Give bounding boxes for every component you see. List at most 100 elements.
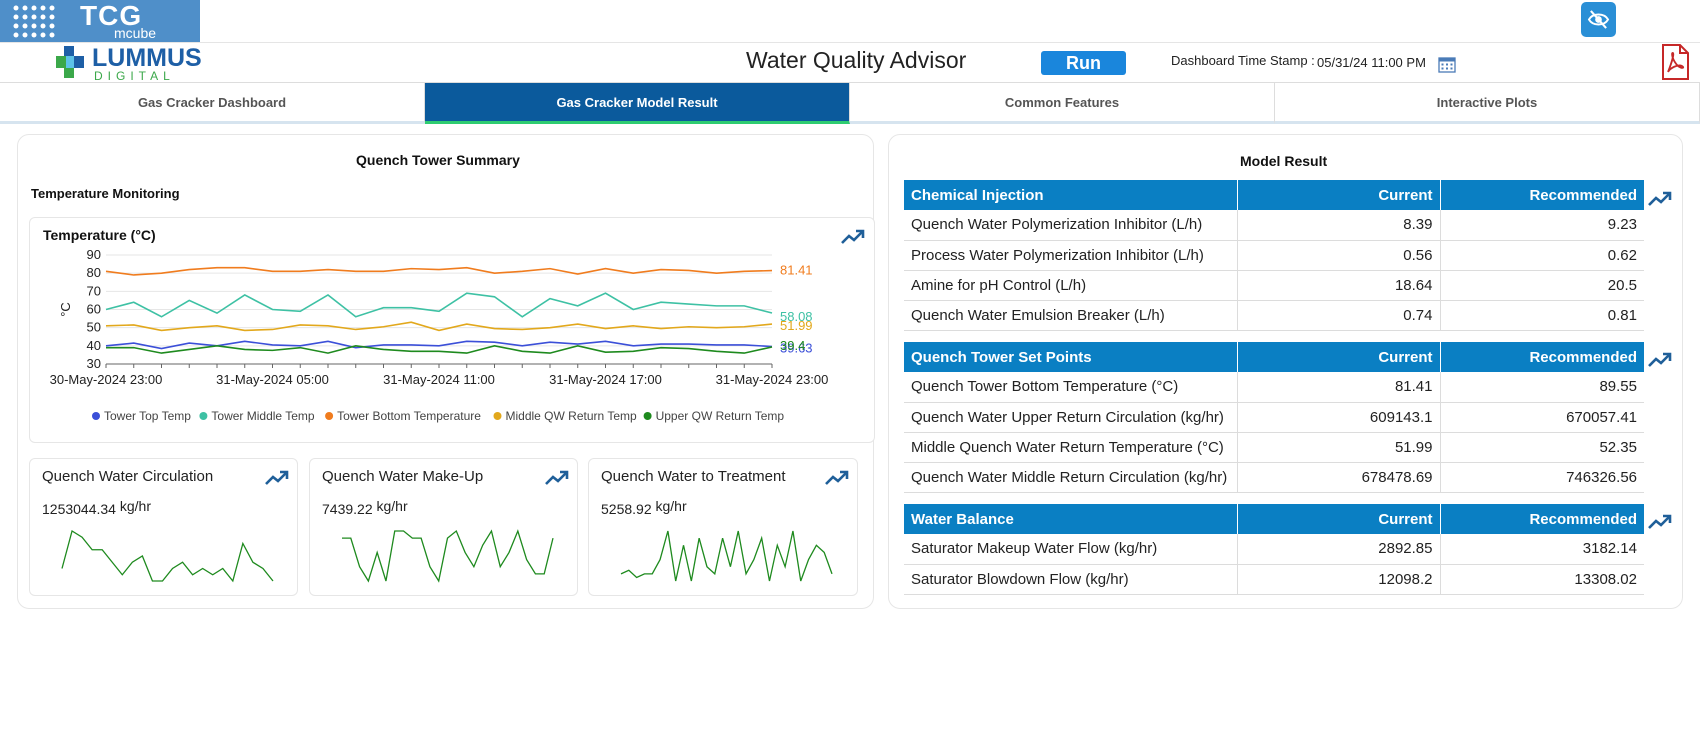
mini-value-number: 5258.92 — [601, 501, 652, 517]
table-cell: Amine for pH Control (L/h) — [904, 270, 1238, 301]
mini-card-value: 5258.92 kg/hr — [601, 498, 687, 517]
tcg-logo: TCG mcube — [0, 0, 200, 42]
table-header-cell: Quench Tower Set Points — [904, 342, 1238, 372]
run-button[interactable]: Run — [1041, 51, 1126, 75]
y-tick-label: 80 — [87, 265, 101, 280]
legend-marker — [493, 412, 502, 420]
trend-icon[interactable] — [1647, 350, 1673, 370]
temperature-chart: 90 80 70 60 50 40 30 °C 30-May-2024 23:00 31-May-… — [50, 247, 829, 423]
pdf-icon[interactable] — [1660, 44, 1690, 80]
table-cell: 2892.85 — [1237, 534, 1441, 565]
table-cell: 9.23 — [1440, 210, 1644, 241]
header-divider — [0, 42, 1700, 43]
tab-common-features[interactable]: Common Features — [850, 83, 1275, 124]
quench-tower-set-points-table: Quench Tower Set Points Current Recommen… — [904, 342, 1644, 493]
table-row: Amine for pH Control (L/h) 18.64 20.5 — [904, 270, 1644, 301]
series-line — [105, 321, 773, 332]
x-tick-label: 31-May-2024 05:00 — [216, 372, 329, 387]
table-row: Quench Water Upper Return Circulation (k… — [904, 402, 1644, 433]
legend-marker — [325, 412, 334, 420]
table-row: Quench Tower Bottom Temperature (°C) 81.4… — [904, 372, 1644, 403]
sparkline-line — [620, 530, 833, 582]
legend-marker — [643, 412, 652, 420]
x-tick-label: 30-May-2024 23:00 — [50, 372, 163, 387]
lummus-brand-text: LUMMUS — [92, 44, 202, 72]
x-tick-label: 31-May-2024 23:00 — [716, 372, 829, 387]
mini-value-number: 7439.22 — [322, 501, 373, 517]
page-title: Water Quality Advisor — [746, 47, 967, 73]
table-cell: 609143.1 — [1237, 402, 1441, 433]
table-header-cell: Current — [1237, 180, 1441, 210]
timestamp-label: Dashboard Time Stamp : — [1171, 53, 1315, 68]
y-tick-label: 60 — [87, 302, 101, 317]
tcg-dots-icon — [13, 5, 55, 38]
chemical-injection-table: Chemical Injection Current Recommended Q… — [904, 180, 1644, 331]
table-row: Saturator Makeup Water Flow (kg/hr) 2892.… — [904, 534, 1644, 565]
mini-card-value: 1253044.34 kg/hr — [42, 498, 151, 517]
table-cell: 52.35 — [1440, 432, 1644, 463]
table-cell: Saturator Makeup Water Flow (kg/hr) — [904, 534, 1238, 565]
y-tick-label: 40 — [87, 338, 101, 353]
table-header-row: Quench Tower Set Points Current Recommen… — [904, 342, 1644, 372]
table-cell: 20.5 — [1440, 270, 1644, 301]
water-balance-table: Water Balance Current Recommended Satura… — [904, 504, 1644, 595]
legend-marker — [199, 412, 208, 420]
temperature-chart-title: Temperature (°C) — [43, 227, 156, 243]
temperature-monitoring-title: Temperature Monitoring — [31, 186, 180, 201]
end-value-label: 39.63 — [780, 341, 813, 356]
table-cell: 0.74 — [1237, 300, 1441, 331]
trend-icon[interactable] — [544, 468, 570, 488]
mini-card-title: Quench Water Circulation — [42, 468, 214, 485]
tab-gas-cracker-dashboard[interactable]: Gas Cracker Dashboard — [0, 83, 425, 124]
hide-toggle-button[interactable] — [1581, 2, 1616, 37]
mini-card-title: Quench Water to Treatment — [601, 468, 786, 485]
table-cell: Middle Quench Water Return Temperature (… — [904, 432, 1238, 463]
end-value-label: 51.99 — [780, 318, 813, 333]
table-cell: 89.55 — [1440, 372, 1644, 403]
end-value-label: 39.4 — [780, 338, 805, 353]
table-header-cell: Chemical Injection — [904, 180, 1238, 210]
main-tabs: Gas Cracker Dashboard Gas Cracker Model … — [0, 82, 1700, 124]
table-cell: 746326.56 — [1440, 462, 1644, 493]
lummus-mark-icon — [56, 46, 84, 78]
quench-water-to-treatment-card: Quench Water to Treatment 5258.92 kg/hr — [588, 458, 858, 596]
trend-icon[interactable] — [1647, 512, 1673, 532]
lummus-brand-sub: DIGITAL — [94, 69, 175, 83]
legend-label: Tower Middle Temp — [211, 409, 314, 423]
mini-value-unit: kg/hr — [655, 498, 687, 514]
table-cell: 670057.41 — [1440, 402, 1644, 433]
table-cell: 8.39 — [1237, 210, 1441, 241]
series-line — [106, 345, 773, 354]
quench-tower-summary-panel: Quench Tower Summary Temperature Monitor… — [17, 134, 875, 609]
y-tick-label: 30 — [87, 356, 101, 371]
sparkline-line — [342, 529, 554, 583]
x-tick-label: 31-May-2024 17:00 — [549, 372, 662, 387]
end-value-label: 81.41 — [780, 263, 813, 278]
sparkline-chart — [342, 529, 554, 583]
legend-label: Upper QW Return Temp — [656, 409, 785, 423]
table-row: Middle Quench Water Return Temperature (… — [904, 432, 1644, 463]
trend-icon[interactable] — [840, 227, 866, 247]
table-header-row: Water Balance Current Recommended — [904, 504, 1644, 534]
trend-icon[interactable] — [264, 468, 290, 488]
model-result-title: Model Result — [1240, 153, 1328, 169]
x-tick-label: 31-May-2024 11:00 — [383, 372, 495, 387]
mini-card-value: 7439.22 kg/hr — [322, 498, 408, 517]
table-cell: 0.56 — [1237, 240, 1441, 271]
trend-icon[interactable] — [824, 468, 850, 488]
table-cell: 12098.2 — [1237, 564, 1441, 595]
tab-interactive-plots[interactable]: Interactive Plots — [1275, 83, 1700, 124]
legend-label: Middle QW Return Temp — [506, 409, 637, 423]
trend-icon[interactable] — [1647, 189, 1673, 209]
tab-gas-cracker-model-result[interactable]: Gas Cracker Model Result — [425, 83, 850, 124]
table-header-cell: Recommended — [1440, 180, 1644, 210]
calendar-icon[interactable] — [1438, 55, 1456, 73]
y-tick-label: 70 — [87, 283, 101, 298]
table-cell: Quench Water Upper Return Circulation (k… — [904, 402, 1238, 433]
table-row: Quench Water Polymerization Inhibitor (L… — [904, 210, 1644, 241]
table-header-row: Chemical Injection Current Recommended — [904, 180, 1644, 210]
table-row: Process Water Polymerization Inhibitor (… — [904, 240, 1644, 271]
tcg-brand-text: TCG — [80, 0, 143, 31]
legend-label: Tower Bottom Temperature — [337, 409, 481, 423]
mini-value-unit: kg/hr — [119, 498, 151, 514]
